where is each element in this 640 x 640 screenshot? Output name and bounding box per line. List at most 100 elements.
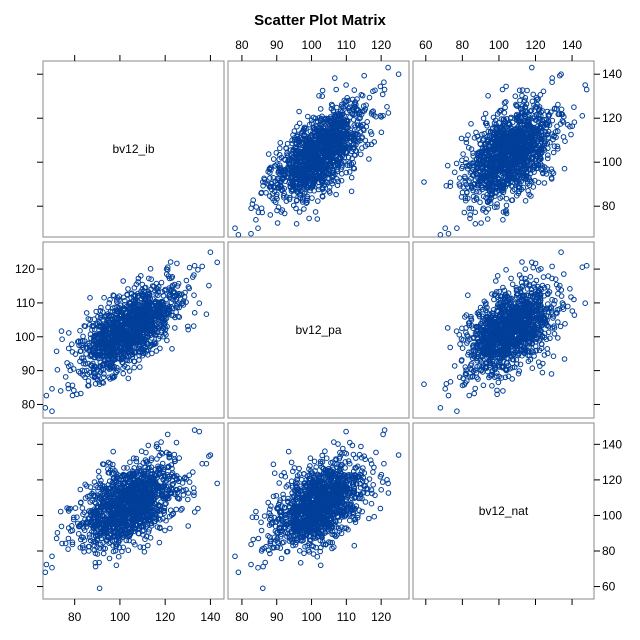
- scatter-point: [300, 195, 306, 202]
- scatter-point: [480, 115, 487, 122]
- scatter-point: [267, 175, 273, 181]
- scatter-point: [346, 169, 353, 175]
- scatter-point: [335, 164, 342, 170]
- scatter-point: [294, 153, 301, 159]
- scatter-point: [549, 117, 556, 124]
- scatter-point: [314, 216, 321, 222]
- scatter-point: [277, 140, 284, 146]
- scatter-point: [287, 183, 294, 189]
- panel-frame: [42, 60, 225, 238]
- scatter-point: [290, 202, 297, 209]
- scatter-point: [503, 207, 509, 214]
- scatter-point: [300, 128, 306, 135]
- scatter-point: [354, 118, 361, 124]
- scatter-point: [363, 102, 369, 108]
- scatter-point: [319, 194, 326, 200]
- scatter-point: [284, 165, 291, 172]
- scatter-point: [265, 168, 272, 175]
- scatter-point: [343, 82, 349, 88]
- scatter-point: [338, 177, 345, 184]
- scatter-point: [370, 108, 377, 114]
- variable-label-bv12-pa: bv12_pa: [295, 323, 341, 337]
- scatter-point: [541, 180, 548, 186]
- scatter-point: [298, 149, 305, 155]
- scatter-point: [344, 142, 351, 148]
- scatter-point: [298, 161, 304, 168]
- scatter-point: [466, 205, 473, 212]
- scatter-point: [540, 88, 547, 95]
- panel-r1-c1: bv12_ib: [42, 60, 225, 238]
- scatter-point: [297, 181, 303, 188]
- scatter-point: [519, 92, 525, 99]
- scatter-point: [288, 147, 294, 153]
- scatter-point: [556, 111, 563, 117]
- scatter-point: [299, 199, 306, 205]
- scatter-point: [344, 144, 351, 150]
- scatter-point: [351, 144, 358, 150]
- scatter-point: [304, 171, 310, 177]
- scatter-point: [326, 155, 333, 161]
- scatter-point: [503, 83, 509, 90]
- scatter-point: [344, 162, 351, 168]
- scatter-point: [513, 101, 519, 108]
- panel-r2-c2: bv12_pa: [227, 241, 410, 419]
- scatter-point: [377, 83, 384, 90]
- scatter-point: [248, 230, 254, 237]
- scatter-point: [313, 142, 319, 149]
- scatter-point: [332, 75, 338, 81]
- scatter-point: [253, 217, 259, 223]
- scatter-point: [320, 178, 327, 184]
- scatter-point: [322, 149, 328, 155]
- panel-r1-c2: [227, 60, 410, 238]
- scatter-point: [279, 175, 286, 182]
- scatter-point: [319, 184, 326, 191]
- scatter-point: [320, 127, 326, 134]
- scatter-point: [325, 131, 332, 138]
- scatter-point: [473, 129, 479, 136]
- scatter-point: [494, 204, 500, 210]
- scatter-point: [484, 122, 490, 129]
- scatter-point: [319, 161, 326, 167]
- scatter-point: [328, 144, 335, 151]
- scatter-point: [338, 160, 345, 166]
- scatter-point: [309, 161, 316, 167]
- scatter-point: [305, 113, 311, 120]
- scatter-point: [328, 101, 335, 108]
- scatter-point: [289, 171, 295, 178]
- scatter-point: [547, 139, 553, 146]
- scatter-point: [265, 181, 271, 187]
- scatter-point: [531, 114, 538, 120]
- scatter-point: [503, 210, 510, 217]
- scatter-point: [272, 199, 279, 206]
- scatter-point: [326, 188, 333, 194]
- scatter-point: [285, 174, 291, 181]
- scatter-point: [306, 121, 313, 128]
- scatter-point: [333, 191, 339, 198]
- scatter-point: [294, 123, 300, 130]
- scatter-point: [293, 198, 300, 204]
- scatter-point: [352, 124, 359, 130]
- scatter-point: [278, 166, 284, 173]
- scatter-point: [368, 131, 375, 137]
- scatter-point: [315, 129, 322, 135]
- scatter-point: [366, 156, 372, 162]
- scatter-point: [274, 181, 281, 188]
- scatter-point: [307, 170, 314, 176]
- scatter-point: [385, 110, 392, 116]
- scatter-point: [503, 99, 509, 105]
- scatter-point: [351, 87, 358, 93]
- scatter-point: [554, 143, 561, 150]
- scatter-point: [315, 164, 322, 171]
- scatter-point: [351, 165, 358, 172]
- scatter-point: [344, 121, 350, 128]
- scatter-point: [253, 204, 260, 210]
- scatter-point: [312, 209, 319, 215]
- scatter-point: [368, 141, 375, 148]
- scatter-point: [371, 112, 377, 118]
- scatter-point: [334, 176, 340, 182]
- scatter-point: [303, 182, 310, 189]
- scatter-point: [344, 135, 350, 142]
- scatter-point: [303, 141, 310, 148]
- scatter-point: [356, 125, 362, 131]
